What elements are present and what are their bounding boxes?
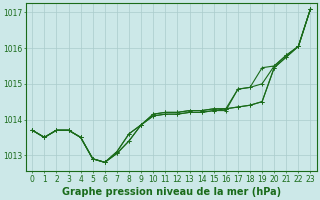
X-axis label: Graphe pression niveau de la mer (hPa): Graphe pression niveau de la mer (hPa) [62,187,281,197]
